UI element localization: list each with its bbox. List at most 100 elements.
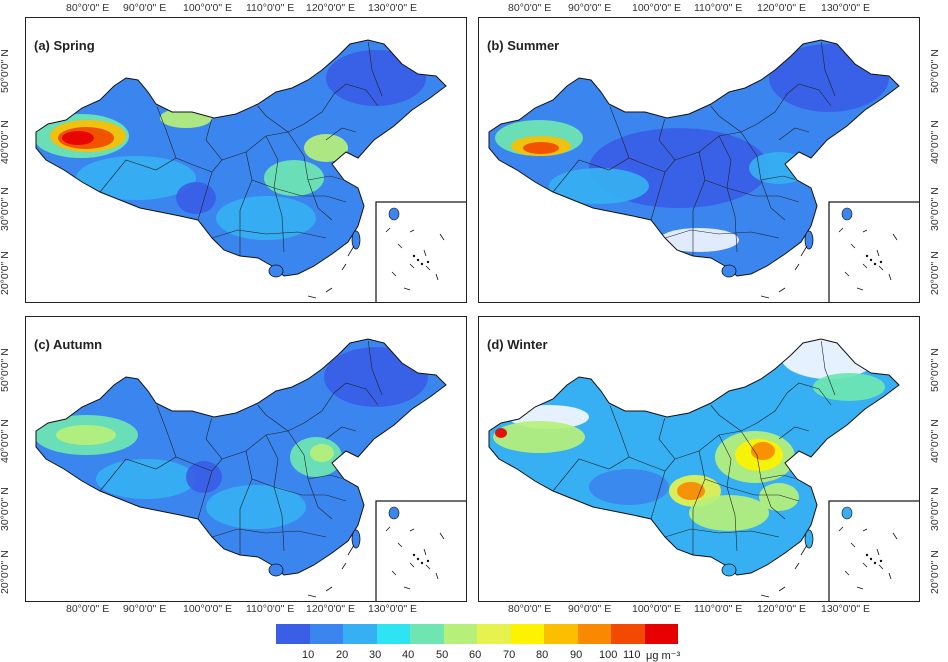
map-spring [35, 39, 466, 302]
inset-islet [412, 553, 416, 557]
inset-dash [397, 542, 403, 548]
inset-dash [403, 586, 411, 590]
inset-dash [838, 227, 844, 233]
x-tick-top-right: 120°0'0" E [757, 2, 807, 14]
inset-islet [416, 258, 420, 262]
legend-swatch [611, 624, 645, 644]
inset-dash [409, 528, 415, 532]
province-border [820, 42, 836, 97]
y-tick-left-bottom: 50°0'0" N [0, 348, 11, 392]
inset-dash [850, 542, 856, 548]
inset-island [841, 506, 853, 520]
y-tick-left-top: 20°0'0" N [0, 251, 11, 295]
nine-dash-line [307, 295, 317, 299]
panel-spring: (a) Spring [25, 17, 467, 303]
concentration-region [62, 131, 94, 145]
inset-islet [416, 557, 420, 561]
legend-swatch [410, 624, 444, 644]
inset-dash [385, 526, 391, 532]
south-china-sea-inset [828, 201, 919, 302]
x-tick-bottom-right: 80°0'0" E [508, 603, 552, 615]
country-border [488, 39, 900, 277]
legend-swatch [276, 624, 310, 644]
inset-dash [862, 528, 868, 532]
inset-dash [844, 271, 850, 277]
inset-dash [878, 564, 884, 570]
province-border [273, 187, 347, 203]
x-tick-bottom-right: 90°0'0" E [568, 603, 612, 615]
nine-dash-line [778, 586, 786, 592]
province-border [756, 382, 832, 424]
map-autumn [35, 338, 466, 601]
concentration-region [304, 134, 348, 162]
y-tick-right-bottom: 50°0'0" N [929, 348, 941, 392]
inset-dash [892, 233, 898, 241]
inset-islet [420, 262, 424, 266]
concentration-region [324, 347, 428, 407]
inset-dash [391, 271, 397, 277]
concentration-region [96, 459, 196, 499]
inset-dash [435, 572, 439, 580]
inset-dash [435, 273, 439, 281]
inset-dash [850, 243, 856, 249]
map-winter [488, 338, 919, 601]
china-map [35, 39, 466, 302]
panel-summer: (b) Summer [478, 17, 920, 303]
concentration-region [759, 483, 799, 511]
concentration-region [326, 50, 426, 106]
taiwan-island [351, 529, 361, 549]
province-border [325, 426, 357, 440]
inset-dash [862, 263, 868, 269]
nine-dash-line [778, 287, 786, 293]
concentration-region [677, 482, 705, 500]
province-border [255, 402, 289, 432]
inset-islet [426, 559, 430, 563]
province-border [273, 486, 347, 502]
concentration-region [176, 182, 216, 214]
x-tick-top-left: 80°0'0" E [66, 2, 110, 14]
province-border [708, 103, 742, 133]
x-tick-bottom-right: 130°0'0" E [821, 603, 871, 615]
panel-title: (c) Autumn [34, 337, 103, 352]
province-border [239, 151, 253, 256]
y-tick-right-top: 30°0'0" N [929, 187, 941, 231]
inset-dash [862, 562, 868, 568]
y-tick-left-top: 40°0'0" N [0, 120, 11, 164]
inset-dash [892, 532, 898, 540]
concentration-region [523, 142, 559, 154]
province-border [778, 127, 810, 141]
taiwan-island [351, 230, 361, 250]
concentration-region [56, 425, 116, 445]
inset-islet [865, 553, 869, 557]
legend-label: 70 [503, 649, 516, 661]
legend-label: 60 [469, 649, 482, 661]
concentration-region [589, 469, 669, 505]
concentration-region [689, 495, 769, 531]
concentration-region [659, 228, 739, 252]
x-tick-top-left: 90°0'0" E [123, 2, 167, 14]
legend-swatch [477, 624, 511, 644]
legend-swatch [544, 624, 578, 644]
inset-dash [844, 570, 850, 576]
y-tick-right-bottom: 40°0'0" N [929, 419, 941, 463]
x-tick-bottom-right: 110°0'0" E [694, 603, 743, 615]
province-border [664, 229, 780, 239]
inset-dash [391, 570, 397, 576]
x-tick-bottom-left: 80°0'0" E [66, 603, 110, 615]
x-tick-bottom-left: 120°0'0" E [306, 603, 356, 615]
province-border [692, 450, 706, 555]
inset-dash [409, 263, 415, 269]
inset-islet [869, 258, 873, 262]
y-tick-left-top: 50°0'0" N [0, 49, 11, 93]
legend-swatch [343, 624, 377, 644]
taiwan-island [804, 230, 814, 250]
legend-label: 10 [302, 649, 315, 661]
x-tick-top-left: 130°0'0" E [368, 2, 418, 14]
inset-dash [439, 233, 445, 241]
x-tick-bottom-left: 100°0'0" E [183, 603, 233, 615]
province-border [552, 157, 666, 193]
x-tick-bottom-right: 120°0'0" E [757, 603, 807, 615]
south-china-sea-inset [828, 500, 919, 601]
province-border [211, 528, 327, 538]
country-border [488, 338, 900, 576]
